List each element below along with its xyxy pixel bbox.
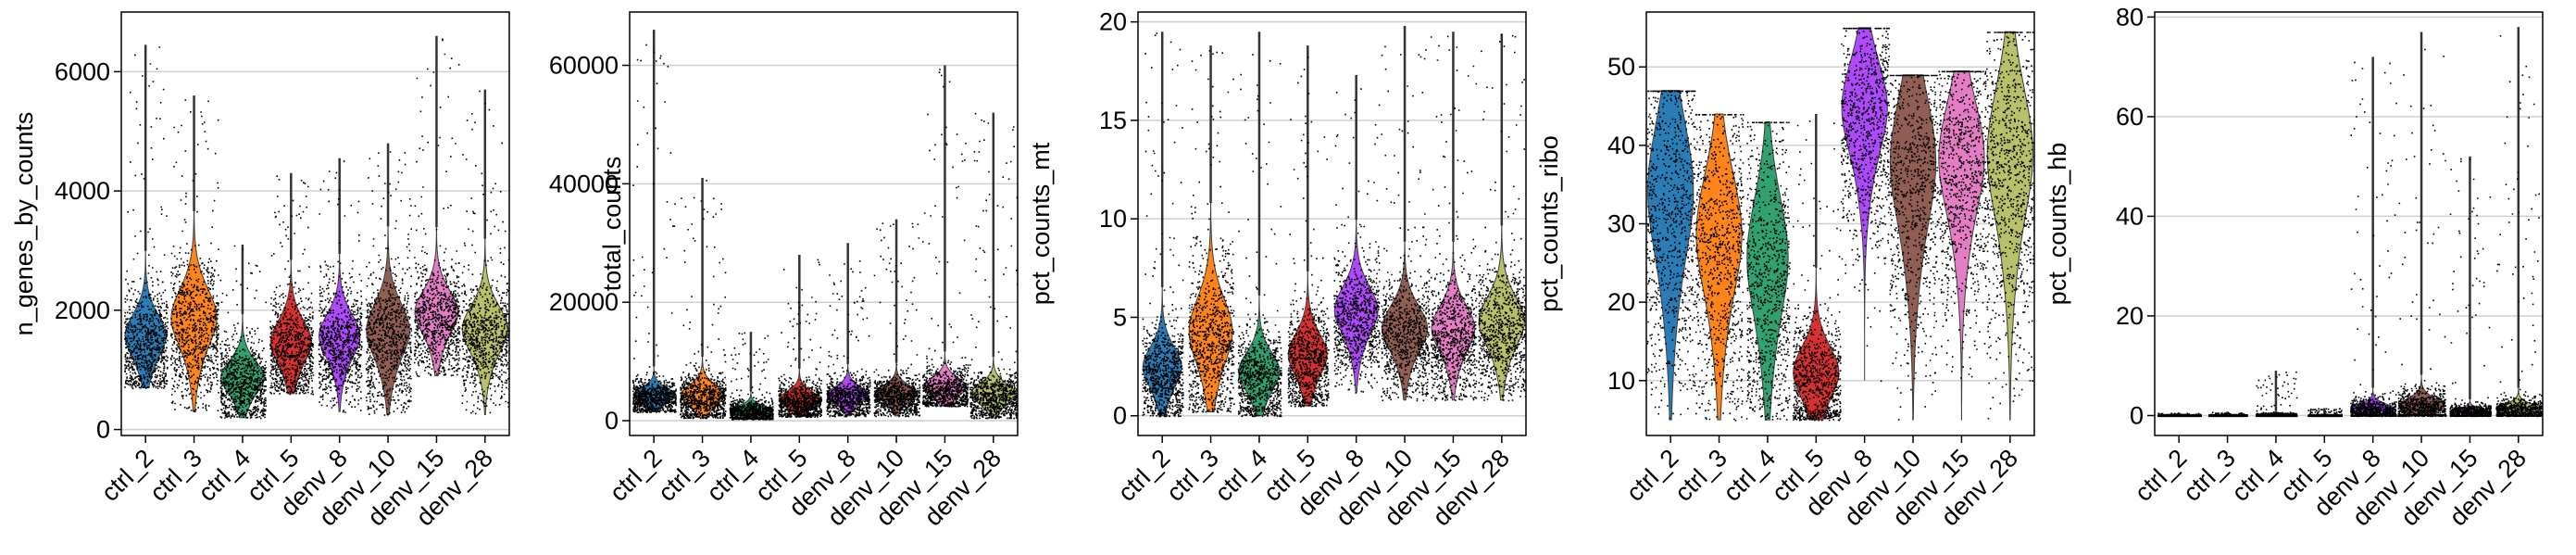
points-ctrl_3 — [1188, 50, 1235, 413]
points-ctrl_2 — [1646, 90, 1696, 420]
points-denv_15 — [922, 69, 969, 408]
y-tick-label: 40 — [1607, 132, 1635, 159]
points-ctrl_2 — [124, 46, 169, 390]
points-denv_15 — [1937, 70, 1987, 379]
y-tick-label: 15 — [1099, 107, 1127, 134]
y-tick-label: 60000 — [549, 52, 619, 80]
y-tick-label: 0 — [1113, 402, 1127, 430]
x-tick-label-ctrl_2: ctrl_2 — [1113, 444, 1176, 507]
y-tick-label: 20 — [2116, 302, 2144, 330]
points-denv_10 — [873, 222, 921, 418]
x-tick-label-ctrl_2: ctrl_2 — [96, 444, 159, 507]
plot-frame — [120, 11, 510, 436]
x-tick-label-ctrl_3: ctrl_3 — [653, 444, 716, 507]
y-tick-label: 5 — [1113, 303, 1127, 331]
x-tick-label-ctrl_3: ctrl_3 — [1161, 444, 1224, 507]
points-ctrl_4 — [729, 332, 774, 421]
y-tick-label: 20 — [1099, 8, 1127, 36]
y-axis-label: pct_counts_mt — [1027, 142, 1055, 305]
y-tick-label: 10 — [1099, 205, 1127, 233]
plot-frame — [1137, 11, 1527, 436]
points-ctrl_3 — [2208, 411, 2248, 418]
points-denv_28 — [1478, 33, 1526, 402]
violin-panel-2: 0200004000060000ctrl_2ctrl_3ctrl_4ctrl_5… — [549, 11, 1019, 532]
y-axis-label: pct_counts_hb — [2044, 143, 2071, 306]
violin-ctrl_3 — [1695, 113, 1743, 421]
x-tick-label-ctrl_4: ctrl_4 — [701, 444, 764, 507]
y-tick-label: 4000 — [55, 177, 110, 205]
points-ctrl_5 — [778, 259, 823, 419]
x-tick-label-ctrl_2: ctrl_2 — [2130, 444, 2193, 507]
y-tick-label: 20000 — [549, 288, 619, 316]
x-tick-label-ctrl_2: ctrl_2 — [605, 444, 668, 507]
points-ctrl_2 — [632, 44, 677, 414]
x-tick-label-ctrl_3: ctrl_3 — [2178, 444, 2241, 507]
points-ctrl_4 — [1745, 121, 1791, 421]
points-ctrl_5 — [2307, 408, 2343, 418]
y-tick-label: 60 — [2116, 103, 2144, 131]
y-axis-label: total_counts — [598, 157, 626, 292]
x-tick-label-ctrl_3: ctrl_3 — [144, 444, 207, 507]
points-ctrl_4 — [2256, 371, 2298, 418]
points-ctrl_3 — [1694, 114, 1744, 422]
points-denv_8 — [1333, 88, 1381, 394]
violin-panel-4: 1020304050ctrl_2ctrl_3ctrl_4ctrl_5denv_8… — [1535, 11, 2035, 532]
y-tick-label: 0 — [96, 416, 110, 444]
points-ctrl_3 — [169, 99, 219, 413]
x-tick-label-ctrl_4: ctrl_4 — [1718, 444, 1781, 507]
violin-panel-3: 05101520ctrl_2ctrl_3ctrl_4ctrl_5denv_8de… — [1027, 8, 1527, 532]
y-tick-label: 30 — [1607, 210, 1635, 238]
y-tick-label: 0 — [2130, 401, 2144, 429]
points-denv_28 — [461, 90, 509, 415]
x-tick-label-ctrl_3: ctrl_3 — [1669, 444, 1732, 507]
points-denv_15 — [413, 38, 461, 377]
points-ctrl_5 — [1287, 57, 1330, 408]
points-denv_28 — [1986, 32, 2034, 420]
y-tick-label: 40000 — [549, 170, 619, 197]
x-tick-label-ctrl_4: ctrl_4 — [193, 444, 256, 507]
points-ctrl_2 — [2157, 412, 2202, 418]
points-ctrl_4 — [1237, 54, 1282, 418]
y-tick-label: 0 — [605, 407, 619, 435]
x-tick-label-ctrl_4: ctrl_4 — [1209, 444, 1272, 507]
points-denv_10 — [1889, 74, 1939, 421]
y-tick-label: 50 — [1607, 53, 1635, 81]
y-axis-label: n_genes_by_counts — [10, 112, 38, 336]
points-ctrl_3 — [680, 180, 727, 420]
violin-panel-1: 0200040006000ctrl_2ctrl_3ctrl_4ctrl_5den… — [10, 11, 510, 532]
plot-frame — [2154, 11, 2544, 436]
y-tick-label: 6000 — [55, 57, 110, 85]
points-denv_8 — [826, 260, 871, 418]
y-axis-label: pct_counts_ribo — [1535, 135, 1563, 312]
y-tick-label: 80 — [2116, 3, 2144, 31]
y-tick-label: 40 — [2116, 202, 2144, 230]
points-ctrl_5 — [269, 175, 315, 396]
points-denv_8 — [1840, 27, 1891, 383]
y-tick-label: 10 — [1607, 367, 1635, 395]
points-denv_10 — [365, 151, 413, 416]
y-tick-label: 2000 — [55, 296, 110, 324]
points-denv_15 — [1430, 35, 1478, 401]
y-tick-label: 20 — [1607, 288, 1635, 316]
plot-frame — [629, 11, 1019, 436]
violin-panel-5: 020406080ctrl_2ctrl_3ctrl_4ctrl_5denv_8d… — [2044, 3, 2544, 532]
points-denv_10 — [1381, 45, 1431, 402]
x-tick-label-ctrl_4: ctrl_4 — [2226, 444, 2289, 507]
points-ctrl_2 — [1142, 32, 1184, 418]
points-ctrl_4 — [219, 245, 267, 420]
x-tick-label-ctrl_2: ctrl_2 — [1621, 444, 1684, 507]
